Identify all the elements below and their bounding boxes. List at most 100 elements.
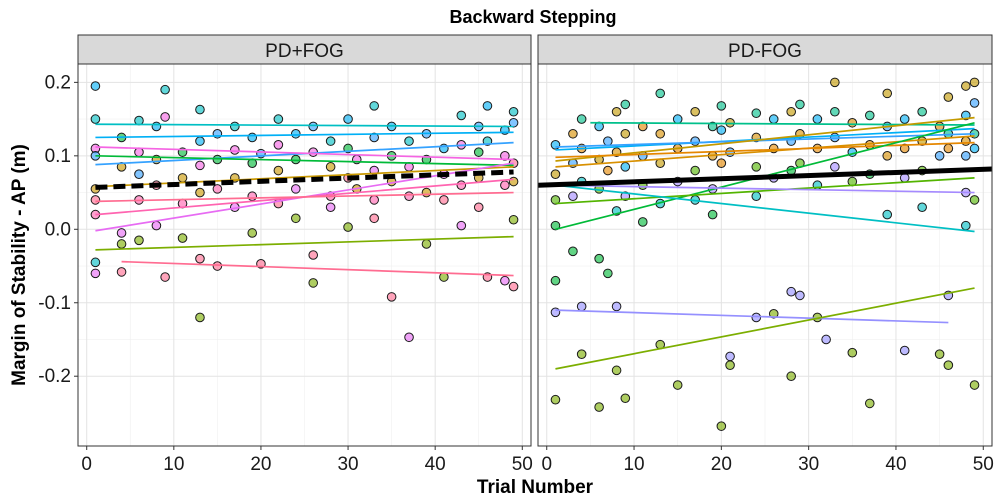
data-point <box>786 286 796 297</box>
data-point <box>473 202 484 213</box>
x-tick-label: 50 <box>512 454 533 475</box>
subject-fit-line <box>95 146 514 161</box>
panels: PD+FOG 0 10 20 30 40 50 -0.2 -0.1 0.0 0.1 0.2 PD-FOG… <box>38 34 994 475</box>
data-point <box>177 233 188 243</box>
facet-strip <box>77 34 532 65</box>
facet-panel-2: PD-FOG 0 10 20 30 40 50 <box>537 34 994 475</box>
subject-fit-line <box>95 154 514 167</box>
subject-fit-line <box>555 184 975 194</box>
data-point <box>160 112 170 122</box>
subject-fit-line <box>555 184 975 233</box>
data-point <box>456 180 467 191</box>
data-point <box>247 191 258 202</box>
data-point <box>864 110 875 121</box>
panel-data <box>90 81 519 343</box>
data-point <box>404 191 414 202</box>
data-point <box>500 275 510 286</box>
data-point <box>611 365 622 376</box>
panel-data <box>538 77 992 431</box>
data-point <box>116 228 127 238</box>
data-point <box>637 121 648 132</box>
data-point <box>969 380 980 390</box>
data-point <box>212 184 223 194</box>
data-point <box>847 117 858 128</box>
subject-fit-line <box>121 260 514 277</box>
data-point <box>611 301 622 312</box>
data-point <box>716 101 727 111</box>
data-point <box>134 169 144 179</box>
data-point <box>594 402 604 412</box>
data-point <box>230 121 240 132</box>
data-point <box>134 115 144 126</box>
data-point <box>969 98 980 108</box>
data-point <box>768 308 779 319</box>
data-point <box>473 147 484 157</box>
data-point <box>325 202 336 213</box>
data-point <box>369 213 379 224</box>
data-point <box>961 136 971 146</box>
data-point <box>576 114 587 124</box>
data-point <box>725 360 735 370</box>
data-point <box>882 151 893 161</box>
data-point <box>177 173 188 183</box>
data-point <box>550 220 561 231</box>
data-point <box>882 88 893 99</box>
data-point <box>151 121 162 132</box>
y-tick-label: -0.2 <box>38 366 71 387</box>
data-point <box>195 253 205 264</box>
data-point <box>308 250 319 260</box>
data-point <box>751 162 762 172</box>
subject-fit-line <box>555 177 975 205</box>
data-point <box>830 106 840 117</box>
y-tick-label: 0.1 <box>45 146 71 167</box>
subject-fit-line <box>95 123 514 128</box>
data-point <box>160 272 170 282</box>
data-point <box>290 128 301 139</box>
data-point <box>751 108 762 119</box>
data-point <box>847 347 858 358</box>
data-point <box>716 125 727 135</box>
facet-panel-1: PD+FOG 0 10 20 30 40 50 -0.2 -0.1 0.0 0.1 0.2 <box>38 34 533 475</box>
x-tick-label: 40 <box>885 454 906 475</box>
data-point <box>195 160 205 171</box>
data-point <box>786 106 796 117</box>
data-point <box>969 77 980 88</box>
data-point <box>369 101 379 111</box>
data-point <box>969 143 980 154</box>
data-point <box>969 195 980 205</box>
data-point <box>568 191 578 202</box>
data-point <box>273 165 284 176</box>
data-point <box>343 222 353 232</box>
data-point <box>725 147 735 157</box>
data-point <box>690 136 700 146</box>
facet-strip-label: PD+FOG <box>265 41 344 62</box>
data-point <box>550 195 561 205</box>
data-point <box>195 104 205 115</box>
data-point <box>594 253 604 264</box>
data-point <box>830 162 840 172</box>
data-point <box>508 214 519 225</box>
data-point <box>195 136 205 146</box>
data-point <box>369 132 379 143</box>
data-point <box>90 257 101 268</box>
data-point <box>421 187 432 198</box>
data-point <box>90 195 101 205</box>
data-point <box>212 261 223 271</box>
data-point <box>325 162 336 172</box>
data-point <box>343 114 353 124</box>
x-axis-label: Trial Number <box>477 477 594 498</box>
data-point <box>961 220 971 231</box>
x-tick-label: 20 <box>711 454 732 475</box>
data-point <box>508 106 519 117</box>
data-point <box>795 290 805 301</box>
data-point <box>655 128 666 139</box>
data-point <box>568 246 578 257</box>
y-tick-label: -0.1 <box>38 293 71 314</box>
data-point <box>508 176 519 187</box>
data-point <box>620 99 631 110</box>
data-point <box>456 220 467 231</box>
data-point <box>386 292 397 302</box>
x-tick-label: 40 <box>425 454 446 475</box>
data-point <box>899 143 910 154</box>
